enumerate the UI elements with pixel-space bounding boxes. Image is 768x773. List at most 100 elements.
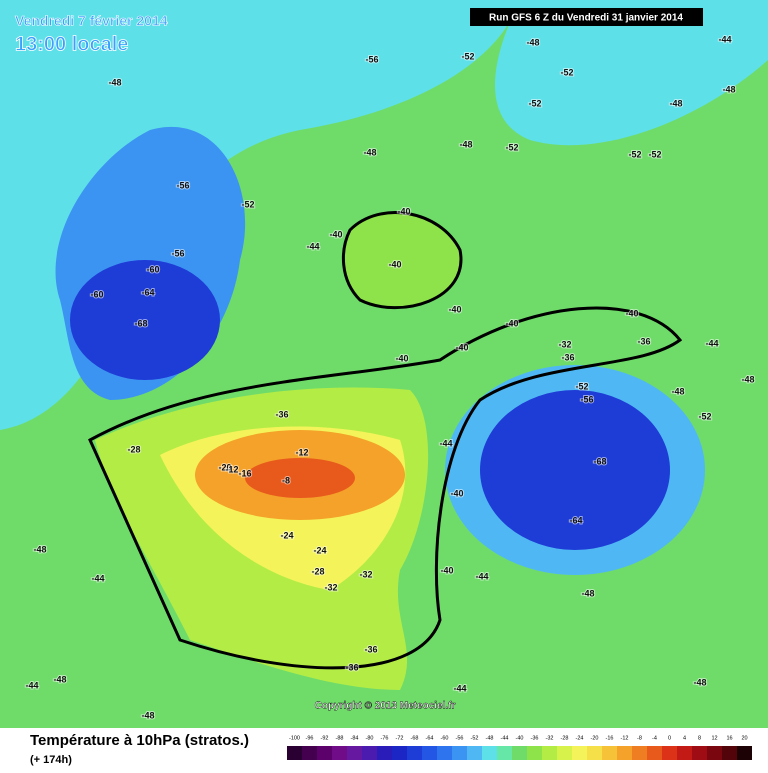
legend-swatch: [602, 746, 617, 760]
legend-swatch: [572, 746, 587, 760]
legend-swatch: [617, 746, 632, 760]
contour-label: -16: [238, 468, 251, 478]
legend-label: -80: [366, 735, 374, 741]
contour-label: -40: [625, 308, 638, 318]
contour-label: -44: [475, 571, 488, 581]
contour-label: -56: [580, 394, 593, 404]
contour-label: -44: [718, 34, 731, 44]
legend-swatch: [542, 746, 557, 760]
legend-label: -8: [637, 735, 642, 741]
legend-label: -20: [591, 735, 599, 741]
contour-label: -40: [397, 206, 410, 216]
legend-label: 8: [698, 735, 701, 741]
contour-label: -44: [439, 438, 452, 448]
legend-swatch: [377, 746, 392, 760]
contour-label: -52: [560, 67, 573, 77]
footer-range: (+ 174h): [30, 754, 72, 766]
contour-label: -52: [241, 199, 254, 209]
contour-label: -48: [363, 147, 376, 157]
contour-label: -36: [345, 662, 358, 672]
contour-label: -12: [225, 464, 238, 474]
legend-swatch: [707, 746, 722, 760]
contour-label: -48: [722, 84, 735, 94]
contour-label: -20: [218, 462, 231, 472]
legend-swatch: [512, 746, 527, 760]
contour-label: -36: [275, 409, 288, 419]
legend-label: -60: [441, 735, 449, 741]
contour-label: -48: [693, 677, 706, 687]
contour-label: -52: [528, 98, 541, 108]
contour-label: -52: [505, 142, 518, 152]
contour: [88, 306, 683, 670]
contour-label: -40: [395, 353, 408, 363]
legend-label: -52: [471, 735, 479, 741]
legend-label: -56: [456, 735, 464, 741]
contour-label: -40: [440, 565, 453, 575]
legend-swatch: [287, 746, 302, 760]
run-box: [470, 8, 703, 26]
warm-patch: [341, 211, 463, 310]
legend-label: -16: [606, 735, 614, 741]
vortex-core: [70, 260, 220, 380]
contour-label: -48: [581, 588, 594, 598]
contour-label: -44: [453, 683, 466, 693]
contour-label: -52: [648, 149, 661, 159]
legend-swatch: [632, 746, 647, 760]
legend-label: -100: [289, 735, 300, 741]
legend-swatch: [452, 746, 467, 760]
legend-swatch: [332, 746, 347, 760]
contour-label: -44: [306, 241, 319, 251]
contour-label: -32: [324, 582, 337, 592]
legend-label: -36: [531, 735, 539, 741]
contour-label: -40: [329, 229, 342, 239]
legend-label: -44: [501, 735, 509, 741]
legend-swatch: [362, 746, 377, 760]
contour-label: -44: [25, 680, 38, 690]
legend-label: 4: [683, 735, 686, 741]
legend-swatch: [422, 746, 437, 760]
contour-label: -40: [455, 342, 468, 352]
contour-label: -52: [575, 381, 588, 391]
forecast-date: Vendredi 7 février 2014: [15, 13, 168, 29]
footer-title: Température à 10hPa (stratos.): [30, 732, 249, 749]
legend-swatch: [437, 746, 452, 760]
contour-label: -32: [558, 339, 571, 349]
legend-swatch: [527, 746, 542, 760]
legend-swatch: [662, 746, 677, 760]
contour-label: -40: [450, 488, 463, 498]
contour-label: -48: [669, 98, 682, 108]
contour-label: -24: [280, 530, 293, 540]
contour-label: -48: [33, 544, 46, 554]
legend-label: -96: [306, 735, 314, 741]
legend-label: -88: [336, 735, 344, 741]
legend-swatch: [497, 746, 512, 760]
legend-label: -72: [396, 735, 404, 741]
contour-label: -48: [108, 77, 121, 87]
contour-label: -12: [295, 447, 308, 457]
legend-swatch: [347, 746, 362, 760]
contour-label: -48: [141, 710, 154, 720]
legend-label: -84: [351, 735, 359, 741]
contour-label: -52: [628, 149, 641, 159]
contour-label: -48: [53, 674, 66, 684]
legend-label: -12: [621, 735, 629, 741]
legend-swatch: [557, 746, 572, 760]
legend-swatch: [482, 746, 497, 760]
legend-swatch: [407, 746, 422, 760]
legend-swatch: [722, 746, 737, 760]
contour-label: -28: [311, 566, 324, 576]
contour-label: -36: [364, 644, 377, 654]
contour-label: -28: [127, 444, 140, 454]
contour-label: -68: [134, 318, 147, 328]
legend-swatch: [467, 746, 482, 760]
legend-label: -68: [411, 735, 419, 741]
legend-label: -64: [426, 735, 434, 741]
contour-label: -36: [637, 336, 650, 346]
contour-label: -48: [526, 37, 539, 47]
forecast-time: 13:00 locale: [15, 33, 128, 55]
cold-region: [495, 0, 768, 146]
contour-label: -36: [561, 352, 574, 362]
contour-label: -60: [90, 289, 103, 299]
contour-label: -56: [171, 248, 184, 258]
